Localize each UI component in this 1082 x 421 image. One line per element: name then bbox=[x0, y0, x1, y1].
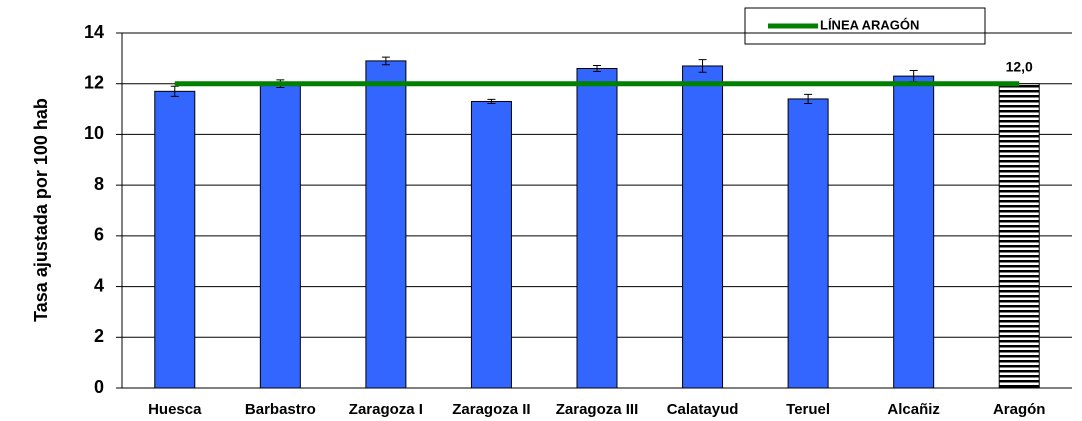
y-tick-label: 8 bbox=[94, 174, 104, 194]
bar bbox=[154, 90, 196, 389]
y-axis-label: Tasa ajustada por 100 hab bbox=[31, 98, 51, 322]
error-bar bbox=[381, 56, 390, 66]
bar bbox=[682, 65, 724, 389]
bar bbox=[787, 98, 829, 389]
x-tick-label: Zaragoza III bbox=[556, 401, 639, 418]
bar bbox=[259, 83, 301, 389]
x-tick-label: Barbastro bbox=[245, 401, 316, 418]
error-bar bbox=[487, 98, 496, 104]
x-tick-label: Zaragoza I bbox=[349, 401, 423, 418]
y-tick-label: 14 bbox=[84, 22, 104, 42]
bar bbox=[470, 100, 512, 389]
y-tick-label: 4 bbox=[94, 275, 104, 295]
x-tick-label: Alcañiz bbox=[887, 401, 940, 418]
y-tick-label: 6 bbox=[94, 225, 104, 245]
y-tick-label: 10 bbox=[84, 123, 104, 143]
data-label: 12,0 bbox=[1006, 58, 1033, 74]
error-bar bbox=[698, 59, 707, 73]
x-tick-label: Aragón bbox=[993, 401, 1046, 418]
x-tick-label: Calatayud bbox=[667, 401, 739, 418]
y-tick-label: 2 bbox=[94, 326, 104, 346]
bar bbox=[893, 75, 935, 389]
y-tick-label: 12 bbox=[84, 72, 104, 92]
bar bbox=[365, 60, 407, 389]
bar bbox=[576, 68, 618, 389]
bar bbox=[998, 83, 1040, 389]
error-bar bbox=[804, 93, 813, 104]
error-bar bbox=[593, 64, 601, 73]
x-tick-label: Teruel bbox=[786, 401, 830, 418]
error-bar bbox=[170, 85, 179, 97]
y-tick-label: 0 bbox=[94, 377, 104, 397]
legend-label: LÍNEA ARAGÓN bbox=[820, 17, 919, 32]
x-tick-label: Huesca bbox=[148, 401, 202, 418]
x-tick-label: Zaragoza II bbox=[452, 401, 530, 418]
